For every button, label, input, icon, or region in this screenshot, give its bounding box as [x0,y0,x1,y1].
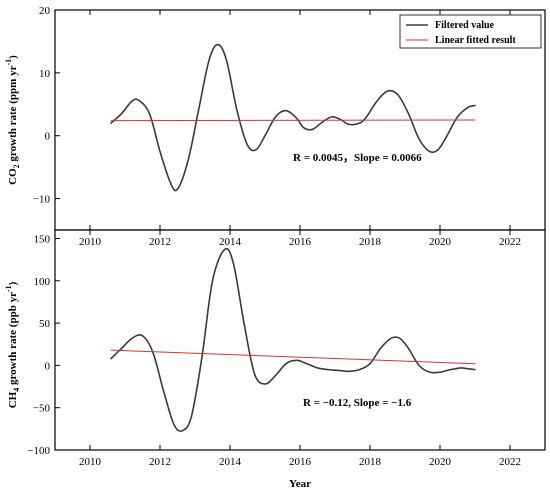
ch4-x-tick-label: 2020 [429,456,452,468]
co2-y-tick-label: 0 [45,131,51,143]
x-axis-title: Year [289,478,311,490]
ch4-x-tick-label: 2018 [359,456,382,468]
co2-linear-fit-line [110,119,476,122]
co2-x-tick-label: 2022 [499,236,521,248]
ch4-x-tick-label: 2016 [289,456,312,468]
ch4-panel: −100 −50 0 50 100 150 2010 2012 2014 2016 2018 2020… [4,229,546,490]
ch4-x-tick-label: 2014 [219,456,242,468]
ch4-linear-fit-line [110,349,476,365]
ch4-series [110,247,476,432]
ch4-x-tick-label: 2010 [79,456,102,468]
co2-panel: −10 0 10 20 2010 2012 2014 2016 2018 2020 2022 CO2… [4,5,546,248]
co2-y-tick-label: 10 [39,68,51,80]
ch4-y-tick-label: 100 [34,276,51,288]
ch4-y-axis-title: CH4 growth rate (ppb yr-1) [4,281,21,408]
co2-x-tick-label: 2010 [79,236,102,248]
ch4-y-tick-label: 0 [45,360,51,372]
ch4-y-tick-label: 150 [34,233,51,245]
co2-x-tick-label: 2020 [429,236,452,248]
ch4-y-tick-label: 50 [39,318,51,330]
legend-box [399,14,542,49]
legend: Filtered value Linear fitted result [399,14,542,49]
ch4-y-tick-label: −100 [27,445,50,457]
co2-x-tick-label: 2014 [219,236,242,248]
co2-x-tick-label: 2012 [149,236,171,248]
co2-y-tick-label: 20 [39,5,51,17]
co2-y-axis-title: CO2 growth rate (ppm yr-1) [4,55,21,185]
co2-filtered-value-line [110,43,476,192]
ch4-y-tick-label: −50 [33,403,51,415]
co2-axes: −10 0 10 20 2010 2012 2014 2016 2018 2020 2022 [33,5,521,248]
ch4-axes: −100 −50 0 50 100 150 2010 2012 2014 2016 2018 2020… [27,230,521,468]
legend-label-filtered: Filtered value [435,20,495,31]
co2-y-tick-label: −10 [33,194,51,206]
ch4-filtered-value-line [110,247,476,432]
co2-series [110,43,476,192]
ch4-annotation: R = −0.12, Slope = −1.6 [303,397,412,409]
ch4-plot-frame [54,229,546,451]
co2-x-tick-label: 2016 [289,236,312,248]
co2-x-tick-label: 2018 [359,236,382,248]
ch4-x-tick-label: 2022 [499,456,521,468]
co2-annotation: R = 0.0045，Slope = 0.0066 [293,152,422,164]
ch4-x-tick-label: 2012 [149,456,171,468]
legend-label-linear: Linear fitted result [435,35,516,46]
